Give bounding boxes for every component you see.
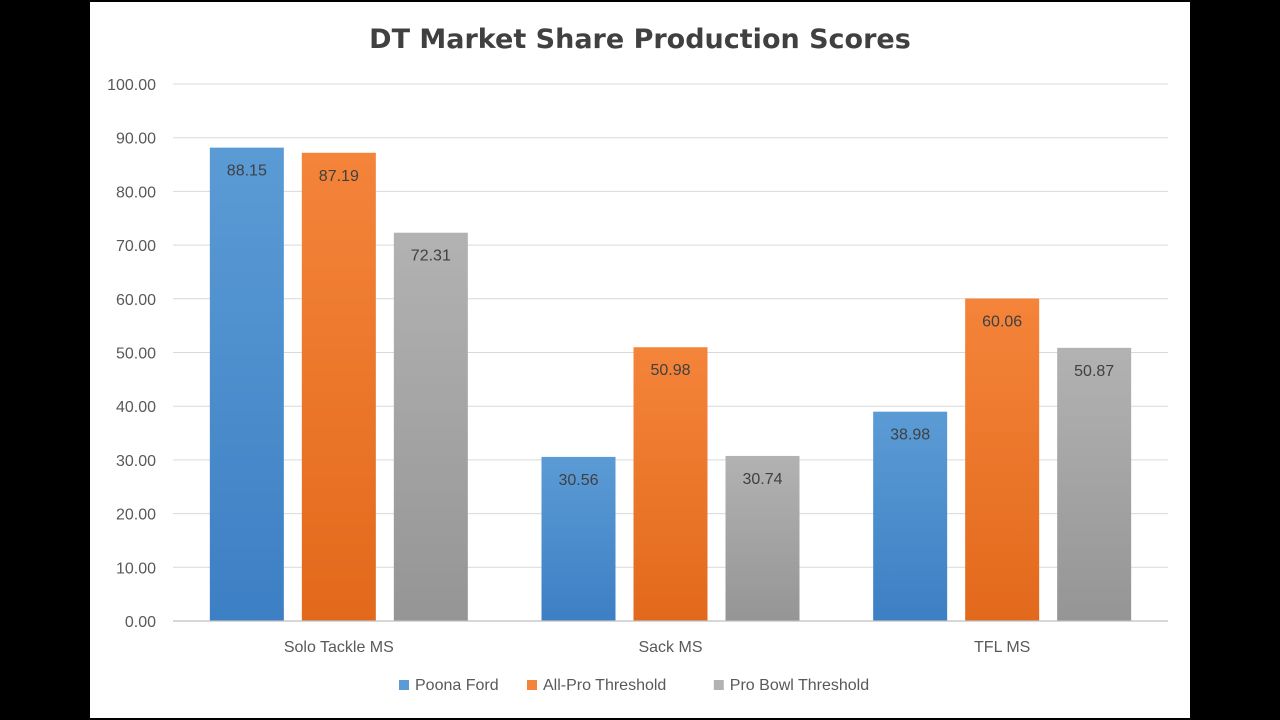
legend-label: All-Pro Threshold <box>543 677 666 694</box>
data-label: 87.19 <box>319 168 359 185</box>
category-label: Sack MS <box>638 639 702 656</box>
chart-title: DT Market Share Production Scores <box>369 24 911 55</box>
y-tick-label: 40.00 <box>116 399 156 416</box>
data-label: 72.31 <box>411 248 451 265</box>
y-tick-label: 60.00 <box>116 292 156 309</box>
data-label: 50.98 <box>650 362 690 379</box>
data-label: 38.98 <box>890 427 930 444</box>
bars: 88.15 87.19 72.31 30.56 50.98 30.74 38.98 60.06… <box>209 147 1132 621</box>
legend-swatch <box>527 680 537 690</box>
chart-panel: DT Market Share Production Scores 0.00 10… <box>90 2 1190 718</box>
data-label: 50.87 <box>1074 363 1114 380</box>
legend-label: Pro Bowl Threshold <box>730 677 869 694</box>
data-label: 88.15 <box>227 163 267 180</box>
data-label: 30.74 <box>742 471 782 488</box>
y-tick-label: 80.00 <box>116 184 156 201</box>
bar-poona-ford <box>209 147 284 621</box>
y-tick-label: 10.00 <box>116 560 156 577</box>
y-tick-label: 100.00 <box>107 77 156 94</box>
category-labels: Solo Tackle MS Sack MS TFL MS <box>284 639 1030 656</box>
bar-chart: DT Market Share Production Scores 0.00 10… <box>107 24 1168 694</box>
data-label: 30.56 <box>558 472 598 489</box>
bar-poona-ford <box>873 411 948 621</box>
bar-all-pro-threshold <box>301 152 376 621</box>
y-tick-label: 0.00 <box>125 614 156 631</box>
legend-label: Poona Ford <box>415 677 499 694</box>
y-tick-label: 30.00 <box>116 453 156 470</box>
bar-pro-bowl-threshold <box>393 232 468 621</box>
y-axis-ticks: 0.00 10.00 20.00 30.00 40.00 50.00 60.00 70.00 8… <box>107 77 156 631</box>
y-tick-label: 70.00 <box>116 238 156 255</box>
bar-all-pro-threshold <box>633 347 708 621</box>
category-label: Solo Tackle MS <box>284 639 394 656</box>
bar-pro-bowl-threshold <box>1057 347 1132 621</box>
bar-poona-ford <box>541 456 616 621</box>
legend-swatch <box>399 680 409 690</box>
legend: Poona Ford All-Pro Threshold Pro Bowl Thre… <box>399 677 869 694</box>
bar-pro-bowl-threshold <box>725 455 800 621</box>
y-tick-label: 90.00 <box>116 131 156 148</box>
legend-swatch <box>713 680 724 690</box>
y-tick-label: 20.00 <box>116 507 156 524</box>
y-tick-label: 50.00 <box>116 346 156 363</box>
bar-all-pro-threshold <box>965 298 1040 621</box>
category-label: TFL MS <box>974 639 1030 656</box>
data-label: 60.06 <box>982 313 1022 330</box>
